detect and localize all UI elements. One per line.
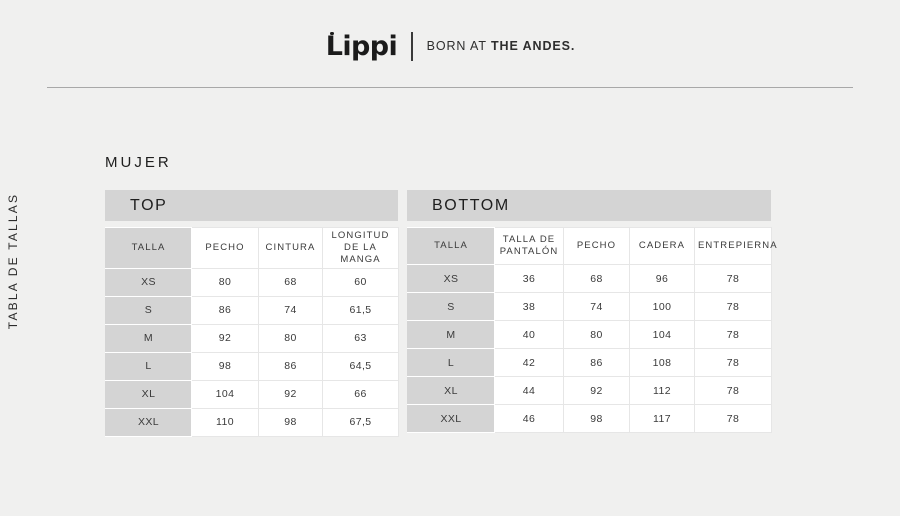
cell-value: 86 (563, 348, 630, 377)
cell-value: 61,5 (322, 295, 399, 325)
table-row: S 38 74 100 78 (407, 292, 772, 321)
cell-value: 86 (258, 351, 323, 381)
cell-value: 66 (322, 379, 399, 409)
cell-value: 74 (563, 292, 630, 321)
cell-value: 63 (322, 323, 399, 353)
cell-value: 92 (191, 323, 259, 353)
cell-size: M (407, 320, 495, 349)
column-header-cadera: CADERA (629, 227, 695, 265)
cell-value: 100 (629, 292, 695, 321)
column-header-cintura: CINTURA (258, 227, 323, 269)
table-header-row: TALLA TALLA DE PANTALÓN PECHO CADERA ENT… (407, 227, 777, 265)
cell-value: 112 (629, 376, 695, 405)
cell-value: 98 (191, 351, 259, 381)
cell-value: 44 (494, 376, 564, 405)
table-row: XXL 46 98 117 78 (407, 404, 772, 433)
brand-divider (411, 31, 413, 61)
column-header-entrepierna: ENTREPIERNA (694, 227, 777, 265)
cell-size: XS (407, 264, 495, 293)
cell-value: 38 (494, 292, 564, 321)
table-banner-bottom: BOTTOM (407, 190, 771, 221)
header-divider-rule (47, 87, 853, 88)
cell-value: 40 (494, 320, 564, 349)
cell-value: 64,5 (322, 351, 399, 381)
cell-value: 78 (694, 292, 772, 321)
table-row: L 42 86 108 78 (407, 348, 772, 377)
column-header-longitud-manga: LONGITUD DE LA MANGA (322, 227, 399, 269)
table-row: M 92 80 63 (105, 323, 399, 353)
cell-value: 78 (694, 404, 772, 433)
lippi-logo-text: Lippi (325, 30, 398, 62)
cell-value: 104 (629, 320, 695, 349)
side-label-text: TABLA DE TALLAS (6, 192, 21, 330)
cell-size: XL (105, 379, 192, 409)
table-row: XXL 110 98 67,5 (105, 407, 399, 437)
tagline-bold: THE ANDES. (491, 39, 576, 53)
cell-value: 98 (258, 407, 323, 437)
cell-value: 80 (563, 320, 630, 349)
table-header-row: TALLA PECHO CINTURA LONGITUD DE LA MANGA (105, 227, 399, 269)
cell-value: 78 (694, 376, 772, 405)
brand-tagline: BORN AT THE ANDES. (427, 39, 576, 53)
table-row: M 40 80 104 78 (407, 320, 772, 349)
table-row: XL 44 92 112 78 (407, 376, 772, 405)
cell-value: 104 (191, 379, 259, 409)
vertical-side-label: TABLA DE TALLAS (0, 176, 26, 346)
cell-value: 92 (258, 379, 323, 409)
column-header-talla: TALLA (105, 227, 192, 269)
cell-value: 110 (191, 407, 259, 437)
column-header-pecho: PECHO (563, 227, 630, 265)
table-row: XS 36 68 96 78 (407, 264, 772, 293)
cell-value: 92 (563, 376, 630, 405)
size-table-block-bottom: BOTTOM TALLA TALLA DE PANTALÓN PECHO CAD… (407, 190, 777, 433)
table-banner-top: TOP (105, 190, 398, 221)
table-row: S 86 74 61,5 (105, 295, 399, 325)
cell-size: XXL (105, 407, 192, 437)
cell-value: 80 (191, 267, 259, 297)
column-header-talla-pantalon: TALLA DE PANTALÓN (494, 227, 564, 265)
cell-size: XXL (407, 404, 495, 433)
cell-size: S (105, 295, 192, 325)
cell-value: 78 (694, 264, 772, 293)
cell-size: S (407, 292, 495, 321)
cell-value: 60 (322, 267, 399, 297)
cell-value: 74 (258, 295, 323, 325)
brand-header: Lippi BORN AT THE ANDES. (0, 0, 900, 88)
cell-size: L (407, 348, 495, 377)
table-row: L 98 86 64,5 (105, 351, 399, 381)
cell-value: 80 (258, 323, 323, 353)
page-title: MUJER (105, 154, 172, 171)
table-row: XL 104 92 66 (105, 379, 399, 409)
table-row: XS 80 68 60 (105, 267, 399, 297)
brand-lockup: Lippi BORN AT THE ANDES. (325, 30, 576, 62)
size-table-block-top: TOP TALLA PECHO CINTURA LONGITUD DE LA M… (105, 190, 399, 437)
column-header-pecho: PECHO (191, 227, 259, 269)
cell-value: 68 (563, 264, 630, 293)
size-table-bottom: TALLA TALLA DE PANTALÓN PECHO CADERA ENT… (407, 227, 777, 433)
cell-size: L (105, 351, 192, 381)
cell-value: 36 (494, 264, 564, 293)
lippi-logo: Lippi (325, 30, 398, 62)
cell-value: 78 (694, 320, 772, 349)
cell-size: XS (105, 267, 192, 297)
size-table-top: TALLA PECHO CINTURA LONGITUD DE LA MANGA… (105, 227, 399, 437)
cell-value: 96 (629, 264, 695, 293)
cell-value: 46 (494, 404, 564, 433)
logo-dot-icon (330, 31, 334, 35)
cell-value: 108 (629, 348, 695, 377)
cell-value: 68 (258, 267, 323, 297)
cell-size: M (105, 323, 192, 353)
cell-value: 67,5 (322, 407, 399, 437)
cell-value: 78 (694, 348, 772, 377)
cell-size: XL (407, 376, 495, 405)
column-header-talla: TALLA (407, 227, 495, 265)
tagline-regular: BORN AT (426, 39, 491, 53)
cell-value: 98 (563, 404, 630, 433)
cell-value: 42 (494, 348, 564, 377)
cell-value: 117 (629, 404, 695, 433)
cell-value: 86 (191, 295, 259, 325)
